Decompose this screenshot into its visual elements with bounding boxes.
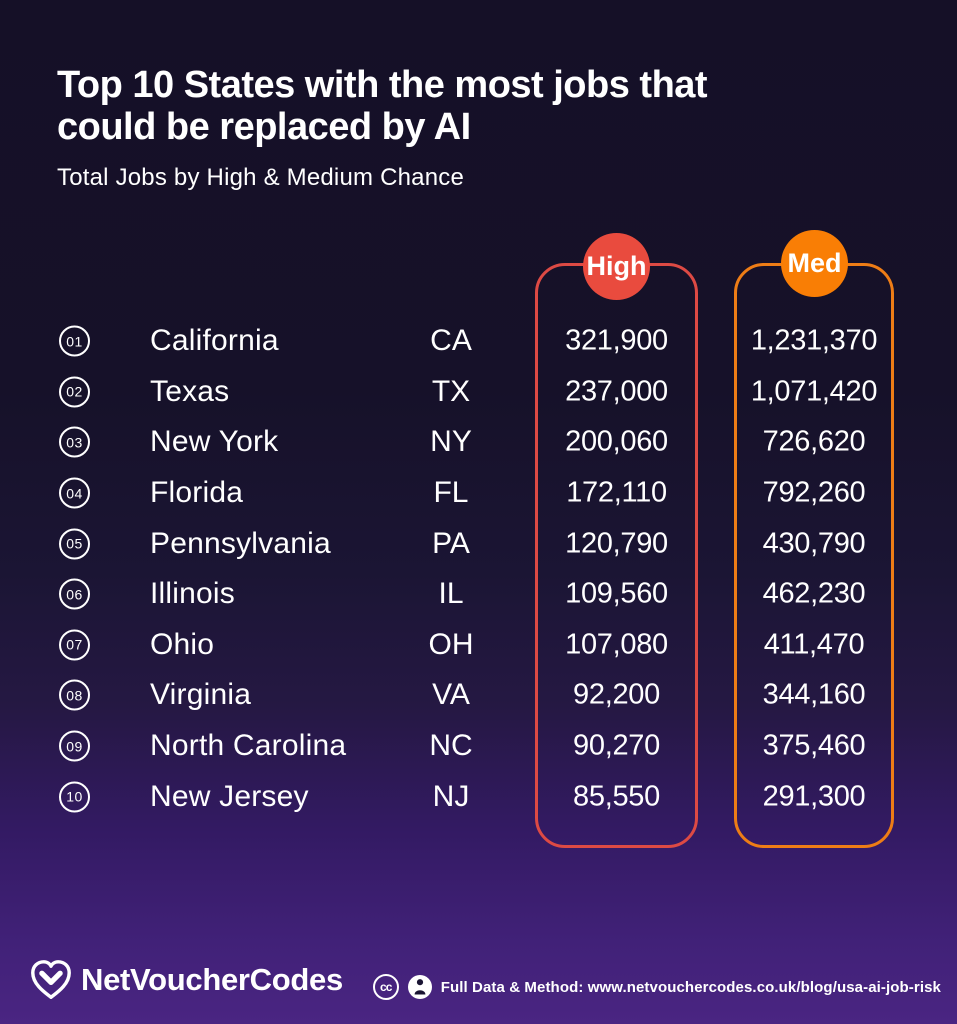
state-name: Pennsylvania [150,526,331,560]
high-value: 172,110 [566,476,667,509]
rank-badge: 04 [59,477,90,509]
attribution: cc Full Data & Method: www.netvouchercod… [372,968,941,1006]
rank-badge: 07 [59,629,90,661]
table-row: 06 Illinois IL 109,560 462,230 [0,569,957,620]
med-value: 375,460 [762,729,866,762]
state-abbr: TX [431,374,471,408]
page-title: Top 10 States with the most jobs that co… [57,64,917,148]
high-value: 200,060 [565,425,668,458]
high-value: 92,200 [573,678,660,711]
state-abbr: CA [430,324,472,358]
heart-logo-icon [28,958,74,1002]
rank-badge: 01 [59,325,90,357]
attribution-person-icon [407,974,433,1000]
rank-badge: 03 [59,426,90,458]
table-row: 04 Florida FL 172,110 792,260 [0,468,957,519]
rank-badge: 08 [59,679,90,711]
high-value: 90,270 [573,729,660,762]
page-subtitle: Total Jobs by High & Medium Chance [57,164,464,191]
rank-badge: 05 [59,528,90,560]
state-name: Ohio [150,627,215,661]
state-abbr: VA [432,678,470,712]
high-value: 109,560 [565,577,668,610]
state-name: New Jersey [150,779,309,813]
med-value: 726,620 [762,425,866,458]
title-line-1: Top 10 States with the most jobs that [57,64,708,106]
rank-badge: 02 [59,376,90,408]
high-value: 321,900 [565,324,668,357]
table-row: 08 Virginia VA 92,200 344,160 [0,670,957,721]
state-name: California [150,324,279,358]
state-abbr: NY [430,425,472,459]
brand-name: NetVoucherCodes [81,962,343,997]
table-row: 09 North Carolina NC 90,270 375,460 [0,721,957,772]
state-name: Florida [150,476,244,510]
state-name: North Carolina [150,729,347,763]
high-value: 237,000 [565,375,668,408]
brand-logo: NetVoucherCodes [28,956,343,1004]
state-name: Illinois [150,577,235,611]
high-value: 85,550 [573,780,660,813]
rank-badge: 10 [59,781,90,813]
table-row: 07 Ohio OH 107,080 411,470 [0,620,957,671]
state-name: New York [150,425,279,459]
med-value: 411,470 [763,628,865,661]
rank-badge: 06 [59,578,90,610]
table-row: 05 Pennsylvania PA 120,790 430,790 [0,518,957,569]
state-abbr: IL [438,577,464,611]
state-abbr: OH [428,627,474,661]
med-value: 1,071,420 [750,375,878,408]
table-row: 10 New Jersey NJ 85,550 291,300 [0,771,957,822]
state-abbr: NJ [432,779,470,813]
high-value: 107,080 [565,628,668,661]
title-line-2: could be replaced by AI [57,106,471,148]
header: Top 10 States with the most jobs that co… [57,64,917,192]
high-value: 120,790 [565,527,668,560]
table-row: 03 New York NY 200,060 726,620 [0,417,957,468]
state-abbr: NC [429,729,473,763]
table-rows: 01 California CA 321,900 1,231,370 02 Te… [0,316,957,822]
med-value: 430,790 [762,527,866,560]
state-name: Texas [150,374,230,408]
high-column-badge: High [583,233,650,300]
med-value: 344,160 [762,678,866,711]
table-row: 02 Texas TX 237,000 1,071,420 [0,367,957,418]
state-name: Virginia [150,678,252,712]
med-value: 792,260 [762,476,866,509]
state-abbr: PA [432,526,470,560]
state-abbr: FL [433,476,469,510]
med-value: 291,300 [762,780,866,813]
med-column-badge: Med [781,230,848,297]
table-row: 01 California CA 321,900 1,231,370 [0,316,957,367]
rank-badge: 09 [59,730,90,762]
creative-commons-icon: cc [372,974,399,1000]
attribution-text: Full Data & Method: www.netvouchercodes.… [440,978,941,996]
med-value: 462,230 [762,577,866,610]
med-value: 1,231,370 [750,324,878,357]
